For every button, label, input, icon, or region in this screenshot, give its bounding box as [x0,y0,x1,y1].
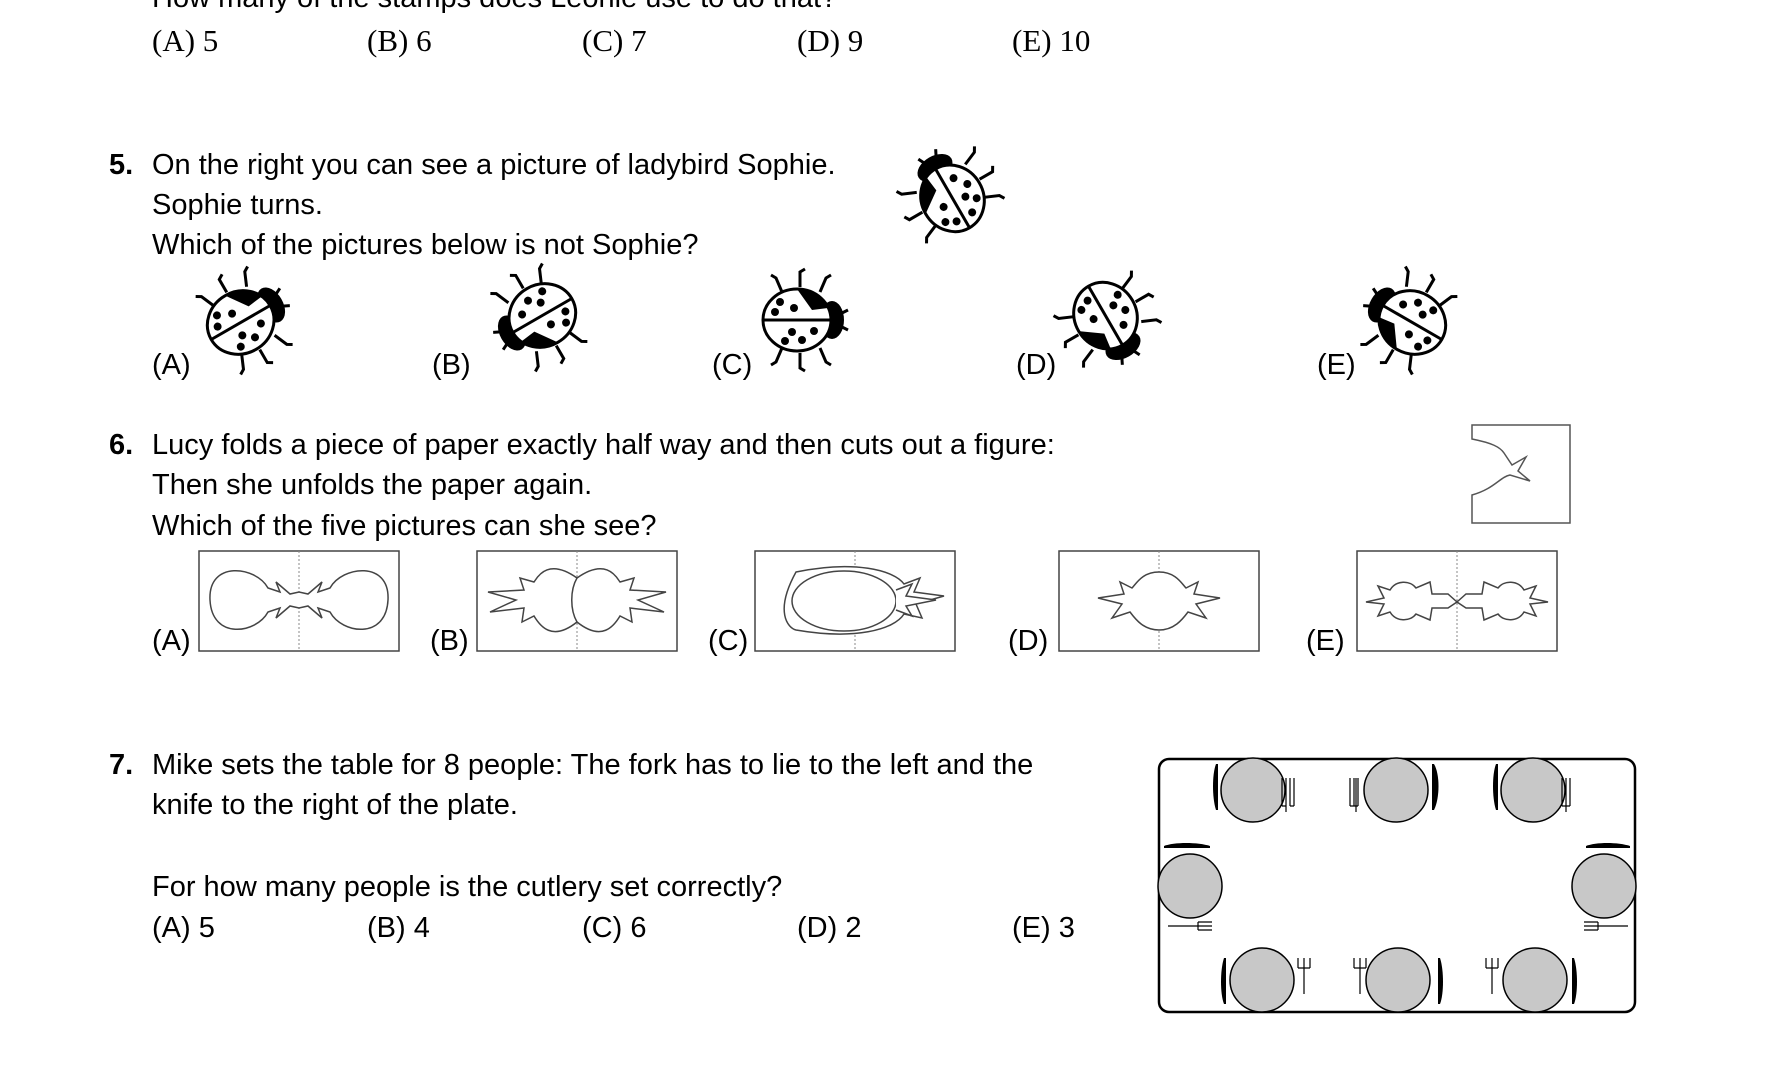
ladybird-sophie-image [895,146,1006,244]
folded-paper-figure [1471,424,1571,524]
unfolded-paper-option-a [198,550,400,652]
unfolded-paper-option-b [476,550,678,652]
unfolded-paper-option-e [1356,550,1558,652]
q6-option-a: (A) [152,625,191,657]
q7-question: For how many people is the cutlery set c… [152,871,783,903]
question-number-6: 6. [109,429,134,461]
q5-option-b: (B) [432,349,471,381]
q6-line-3: Which of the five pictures can she see? [152,510,657,542]
q5-option-d: (D) [1016,349,1057,381]
q5-line-1: On the right you can see a picture of la… [152,149,836,181]
q4-option-b: (B) 6 [367,23,432,58]
ladybird-option-e-image [1360,265,1458,376]
q5-option-a: (A) [152,349,191,381]
q6-option-c: (C) [708,625,749,657]
q5-line-3: Which of the pictures below is not Sophi… [152,229,699,261]
q7-line-2: knife to the right of the plate. [152,789,518,821]
q4-option-a: (A) 5 [152,23,219,58]
q4-cut-text: How many of the stamps does Leonie use t… [152,0,837,18]
q5-option-e: (E) [1317,349,1356,381]
table-setting-figure [1157,757,1637,1014]
ladybird-option-b-image [490,262,588,373]
question-number-7: 7. [109,749,134,781]
q6-option-e: (E) [1306,625,1345,657]
q5-option-c: (C) [712,349,753,381]
ladybird-option-a-image [195,265,293,376]
q7-option-b: (B) 4 [367,912,430,944]
unfolded-paper-option-d [1058,550,1260,652]
q4-option-c: (C) 7 [582,23,647,58]
q4-option-d: (D) 9 [797,23,864,58]
q7-option-a: (A) 5 [152,912,215,944]
q6-line-2: Then she unfolds the paper again. [152,469,593,501]
q4-option-e: (E) 10 [1012,23,1091,58]
ladybird-option-c-image [761,267,849,373]
q7-option-d: (D) 2 [797,912,862,944]
question-number-5: 5. [109,149,134,181]
q7-line-1: Mike sets the table for 8 people: The fo… [152,749,1034,781]
q5-line-2: Sophie turns. [152,189,323,221]
q6-option-d: (D) [1008,625,1049,657]
q7-option-e: (E) 3 [1012,912,1075,944]
q6-line-1: Lucy folds a piece of paper exactly half… [152,429,1055,461]
q6-option-b: (B) [430,625,469,657]
unfolded-paper-option-c [754,550,956,652]
q7-option-c: (C) 6 [582,912,647,944]
ladybird-option-d-image [1052,270,1163,368]
